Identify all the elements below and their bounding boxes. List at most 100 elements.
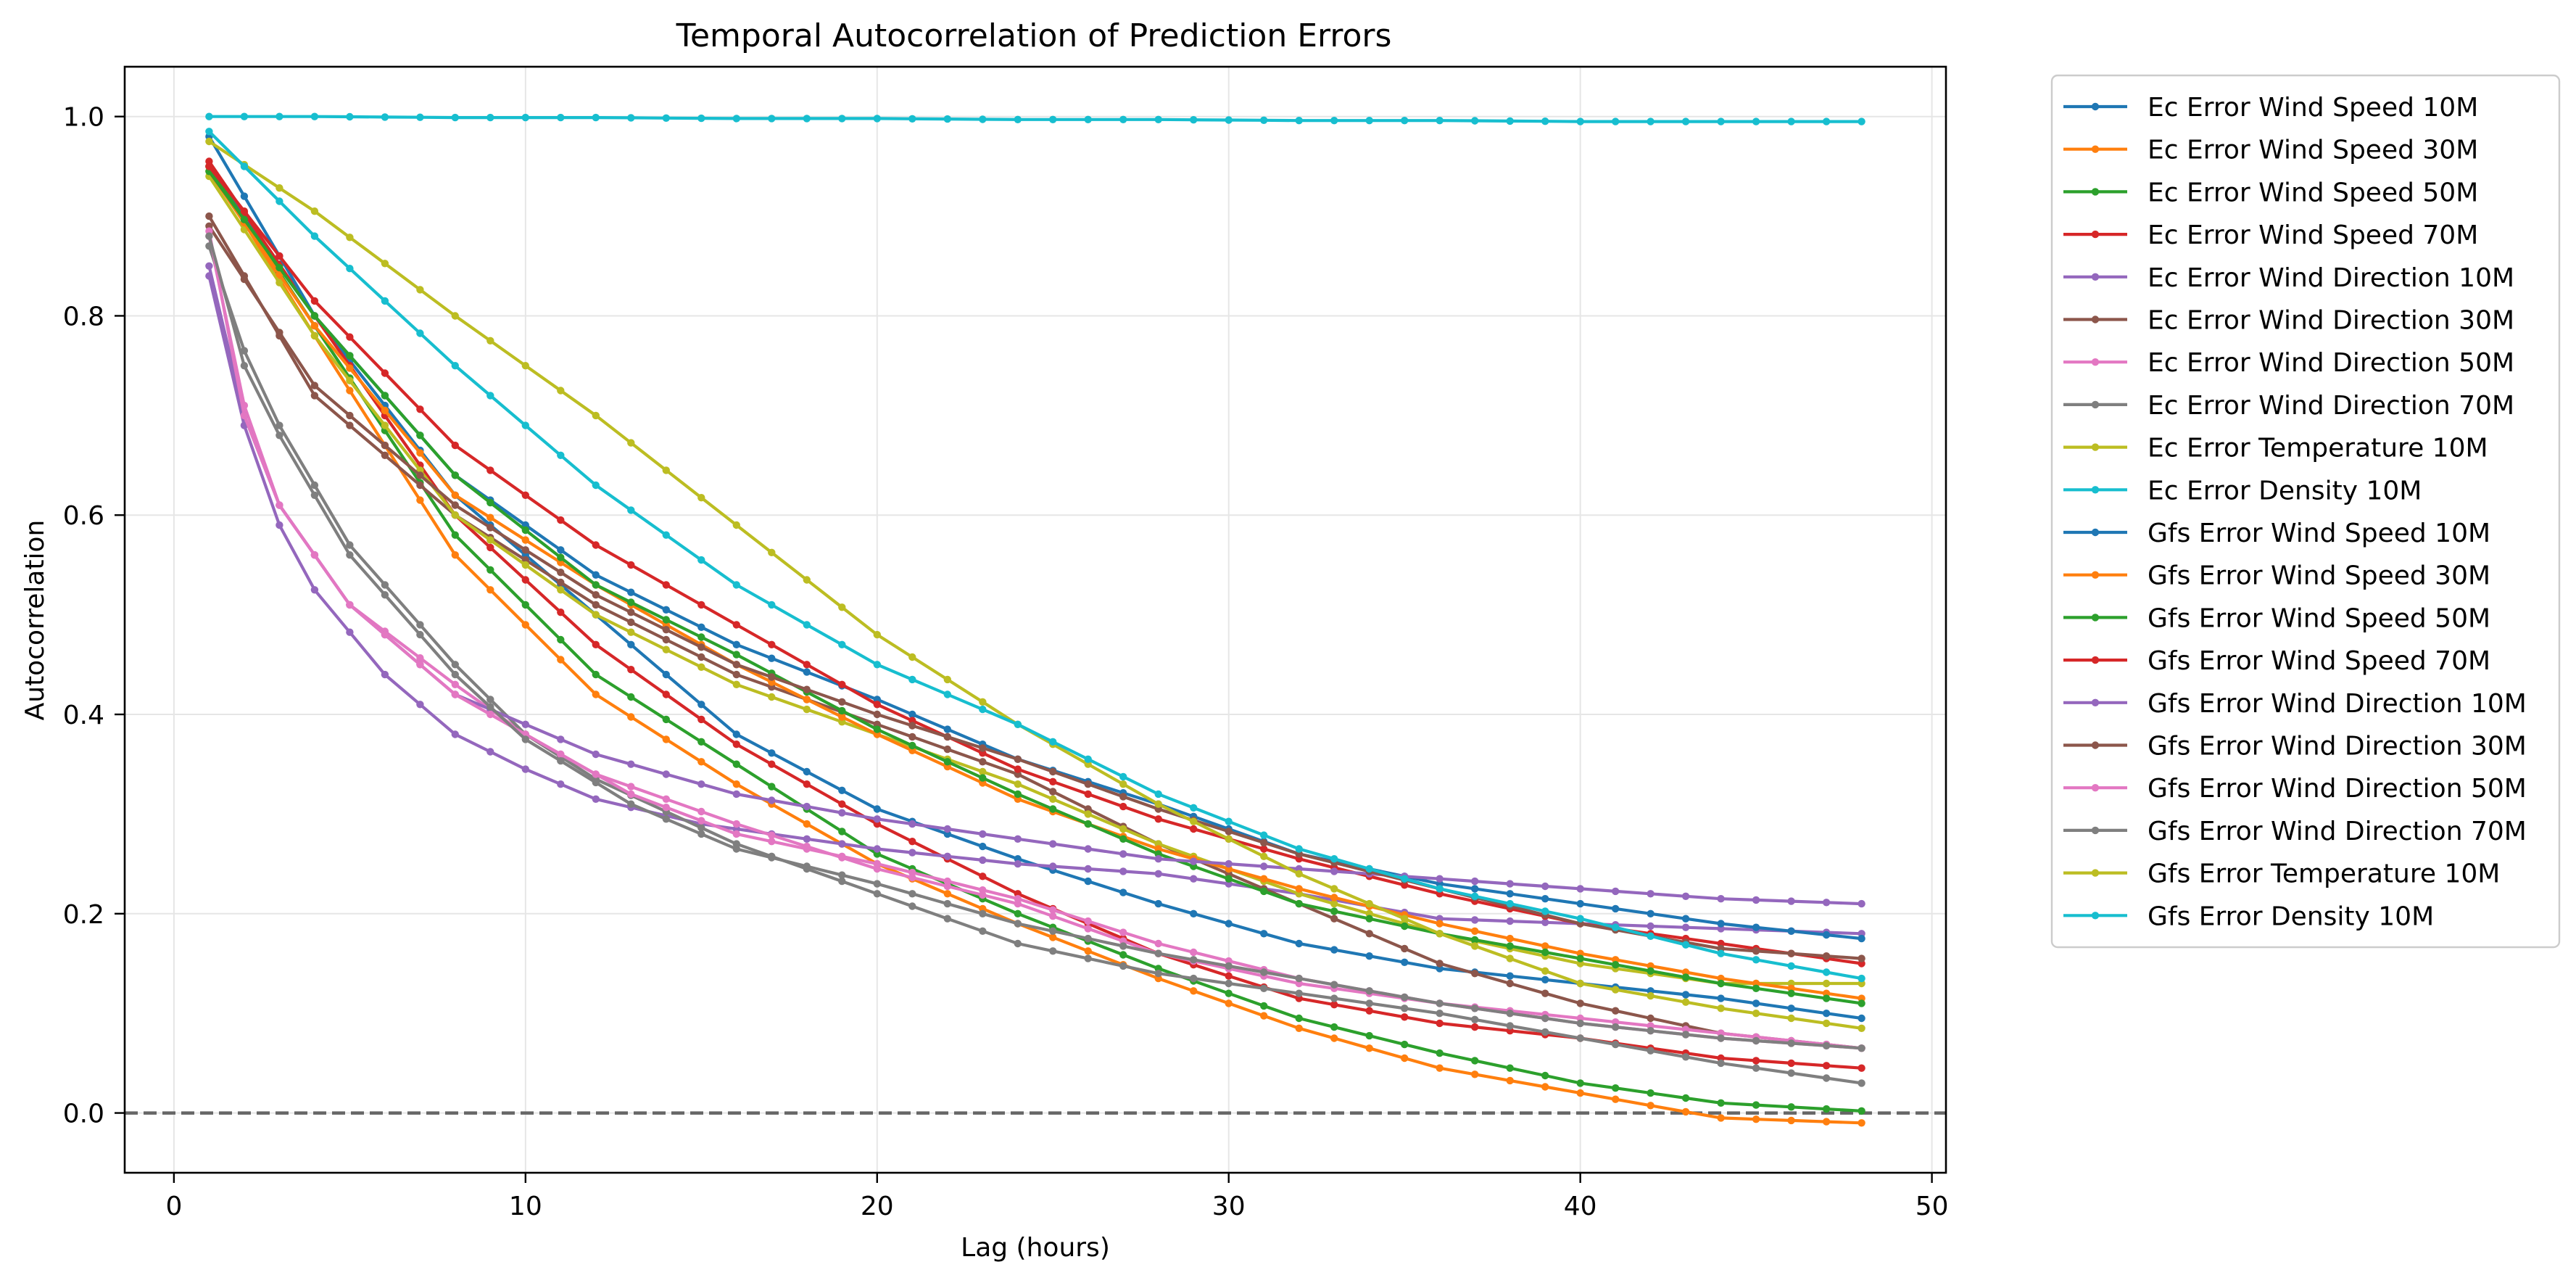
- data-point: [908, 741, 916, 750]
- data-point: [838, 713, 846, 721]
- data-point: [803, 705, 811, 714]
- data-point: [627, 693, 635, 701]
- data-point: [240, 347, 249, 355]
- data-point: [1471, 117, 1479, 125]
- data-point: [662, 635, 670, 644]
- data-point: [1190, 974, 1198, 983]
- legend-label: Gfs Error Wind Direction 50M: [2148, 774, 2527, 804]
- series-line: [205, 128, 1865, 983]
- data-point: [1190, 909, 1198, 918]
- data-point: [1717, 994, 1725, 1002]
- data-point: [592, 581, 600, 589]
- data-point: [1471, 892, 1479, 901]
- data-point: [557, 516, 565, 524]
- data-point: [1681, 117, 1690, 125]
- data-point: [451, 501, 459, 509]
- data-point: [346, 387, 354, 395]
- data-point: [697, 633, 705, 641]
- data-point: [732, 670, 740, 679]
- data-point: [627, 666, 635, 674]
- data-point: [381, 406, 389, 415]
- legend-frame: [2050, 74, 2561, 949]
- legend: Ec Error Wind Speed 10M Ec Error Wind Spe…: [2050, 74, 2561, 949]
- data-point: [1647, 1027, 1654, 1035]
- data-point: [1506, 117, 1514, 125]
- data-point: [1365, 915, 1373, 923]
- data-point: [732, 740, 740, 748]
- data-point: [1822, 952, 1831, 960]
- data-point: [1822, 931, 1831, 939]
- data-point: [486, 543, 494, 552]
- data-point: [486, 566, 494, 574]
- data-point: [1260, 887, 1268, 896]
- data-point: [521, 765, 529, 773]
- data-point: [979, 856, 987, 865]
- data-point: [451, 690, 459, 698]
- data-point: [943, 758, 952, 766]
- data-point: [1471, 885, 1479, 893]
- data-point: [1365, 930, 1373, 938]
- legend-entry: Ec Error Wind Speed 30M: [2063, 136, 2478, 165]
- data-point: [1154, 855, 1162, 863]
- legend-entry: Ec Error Wind Direction 30M: [2063, 306, 2514, 336]
- data-point: [768, 115, 776, 123]
- data-point: [1612, 923, 1620, 931]
- data-point: [1049, 912, 1057, 920]
- data-point: [943, 725, 952, 733]
- data-point: [310, 331, 319, 340]
- data-point: [1014, 790, 1022, 799]
- data-point: [873, 845, 882, 853]
- data-point: [1295, 1024, 1303, 1033]
- data-point: [557, 635, 565, 644]
- data-point: [1295, 899, 1303, 908]
- data-point: [1822, 1019, 1831, 1028]
- data-point: [1401, 117, 1409, 125]
- legend-entry: Gfs Error Wind Speed 30M: [2063, 561, 2490, 591]
- data-point: [1049, 927, 1057, 936]
- data-point: [1401, 922, 1409, 931]
- data-point: [1612, 117, 1620, 125]
- data-point: [1014, 895, 1022, 903]
- data-point: [557, 656, 565, 664]
- data-point: [451, 551, 459, 559]
- data-point: [1154, 115, 1162, 123]
- data-point: [1295, 989, 1303, 997]
- series-path: [207, 236, 1862, 1050]
- data-point: [627, 760, 635, 768]
- data-point: [1084, 845, 1092, 853]
- data-point: [1681, 915, 1690, 923]
- data-point: [486, 498, 494, 507]
- data-point: [416, 432, 424, 440]
- data-point: [803, 115, 811, 123]
- data-point: [416, 405, 424, 413]
- data-point: [1084, 820, 1092, 828]
- data-point: [627, 114, 635, 122]
- legend-entry: Gfs Error Wind Speed 50M: [2063, 603, 2490, 633]
- data-point: [1787, 989, 1795, 997]
- data-point: [1858, 1044, 1865, 1052]
- data-point: [557, 586, 565, 594]
- data-point: [1471, 1070, 1479, 1078]
- legend-entry: Ec Error Wind Speed 10M: [2063, 93, 2478, 123]
- legend-swatch-marker: [2091, 400, 2100, 409]
- series-path: [207, 165, 1862, 1113]
- data-point: [803, 621, 811, 629]
- data-point: [1787, 1039, 1795, 1047]
- data-point: [1330, 915, 1338, 923]
- data-point: [592, 778, 600, 787]
- data-point: [803, 780, 811, 788]
- data-point: [768, 783, 776, 791]
- data-point: [1225, 817, 1233, 825]
- data-point: [803, 767, 811, 776]
- data-point: [838, 828, 846, 836]
- data-point: [1752, 896, 1760, 904]
- series-line: [205, 232, 1865, 1052]
- data-point: [1717, 920, 1725, 928]
- legend-label: Gfs Error Density 10M: [2148, 902, 2434, 931]
- data-point: [521, 601, 529, 609]
- data-point: [310, 322, 319, 330]
- data-point: [1858, 1079, 1865, 1087]
- data-point: [1365, 1031, 1373, 1040]
- data-point: [1330, 899, 1338, 908]
